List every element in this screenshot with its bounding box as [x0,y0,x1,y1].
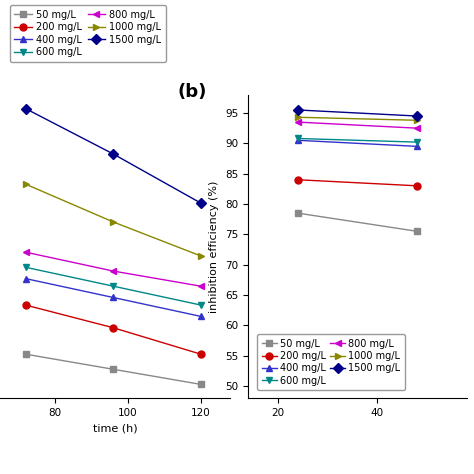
X-axis label: time (h): time (h) [92,423,137,433]
50 mg/L [414,228,420,234]
50 mg/L [295,210,301,216]
1000 mg/L [23,181,28,187]
800 mg/L [414,125,420,131]
1500 mg/L [110,151,116,157]
800 mg/L [295,119,301,125]
Line: 600 mg/L: 600 mg/L [294,135,420,146]
600 mg/L [198,302,204,308]
400 mg/L [110,295,116,301]
600 mg/L [295,136,301,141]
400 mg/L [414,144,420,149]
Line: 200 mg/L: 200 mg/L [22,301,204,357]
400 mg/L [295,137,301,143]
Line: 1000 mg/L: 1000 mg/L [22,181,204,259]
600 mg/L [110,283,116,289]
1000 mg/L [110,219,116,225]
400 mg/L [23,276,28,282]
Line: 600 mg/L: 600 mg/L [22,264,204,309]
200 mg/L [295,177,301,182]
200 mg/L [198,351,204,357]
Line: 400 mg/L: 400 mg/L [294,137,420,150]
50 mg/L [23,351,28,357]
Line: 800 mg/L: 800 mg/L [294,118,420,132]
Text: (b): (b) [178,82,207,100]
Line: 50 mg/L: 50 mg/L [22,351,204,388]
Line: 800 mg/L: 800 mg/L [22,249,204,290]
1500 mg/L [23,106,28,111]
50 mg/L [198,382,204,387]
Y-axis label: inhibition efficiency (%): inhibition efficiency (%) [210,180,219,313]
600 mg/L [414,139,420,145]
800 mg/L [23,249,28,255]
Line: 50 mg/L: 50 mg/L [294,210,420,235]
Line: 1500 mg/L: 1500 mg/L [22,105,204,207]
800 mg/L [110,268,116,274]
600 mg/L [23,264,28,270]
Line: 400 mg/L: 400 mg/L [22,275,204,320]
50 mg/L [110,366,116,372]
Legend: 50 mg/L, 200 mg/L, 400 mg/L, 600 mg/L, 800 mg/L, 1000 mg/L, 1500 mg/L: 50 mg/L, 200 mg/L, 400 mg/L, 600 mg/L, 8… [257,334,405,390]
800 mg/L [198,283,204,289]
Legend: 50 mg/L, 200 mg/L, 400 mg/L, 600 mg/L, 800 mg/L, 1000 mg/L, 1500 mg/L: 50 mg/L, 200 mg/L, 400 mg/L, 600 mg/L, 8… [9,5,166,62]
200 mg/L [23,302,28,308]
1500 mg/L [414,113,420,119]
200 mg/L [414,183,420,189]
Line: 1000 mg/L: 1000 mg/L [294,114,420,124]
200 mg/L [110,325,116,330]
Line: 1500 mg/L: 1500 mg/L [294,107,420,119]
400 mg/L [198,313,204,319]
1000 mg/L [198,253,204,259]
Line: 200 mg/L: 200 mg/L [294,176,420,189]
1500 mg/L [198,200,204,206]
1000 mg/L [414,118,420,123]
1500 mg/L [295,107,301,113]
1000 mg/L [295,114,301,120]
